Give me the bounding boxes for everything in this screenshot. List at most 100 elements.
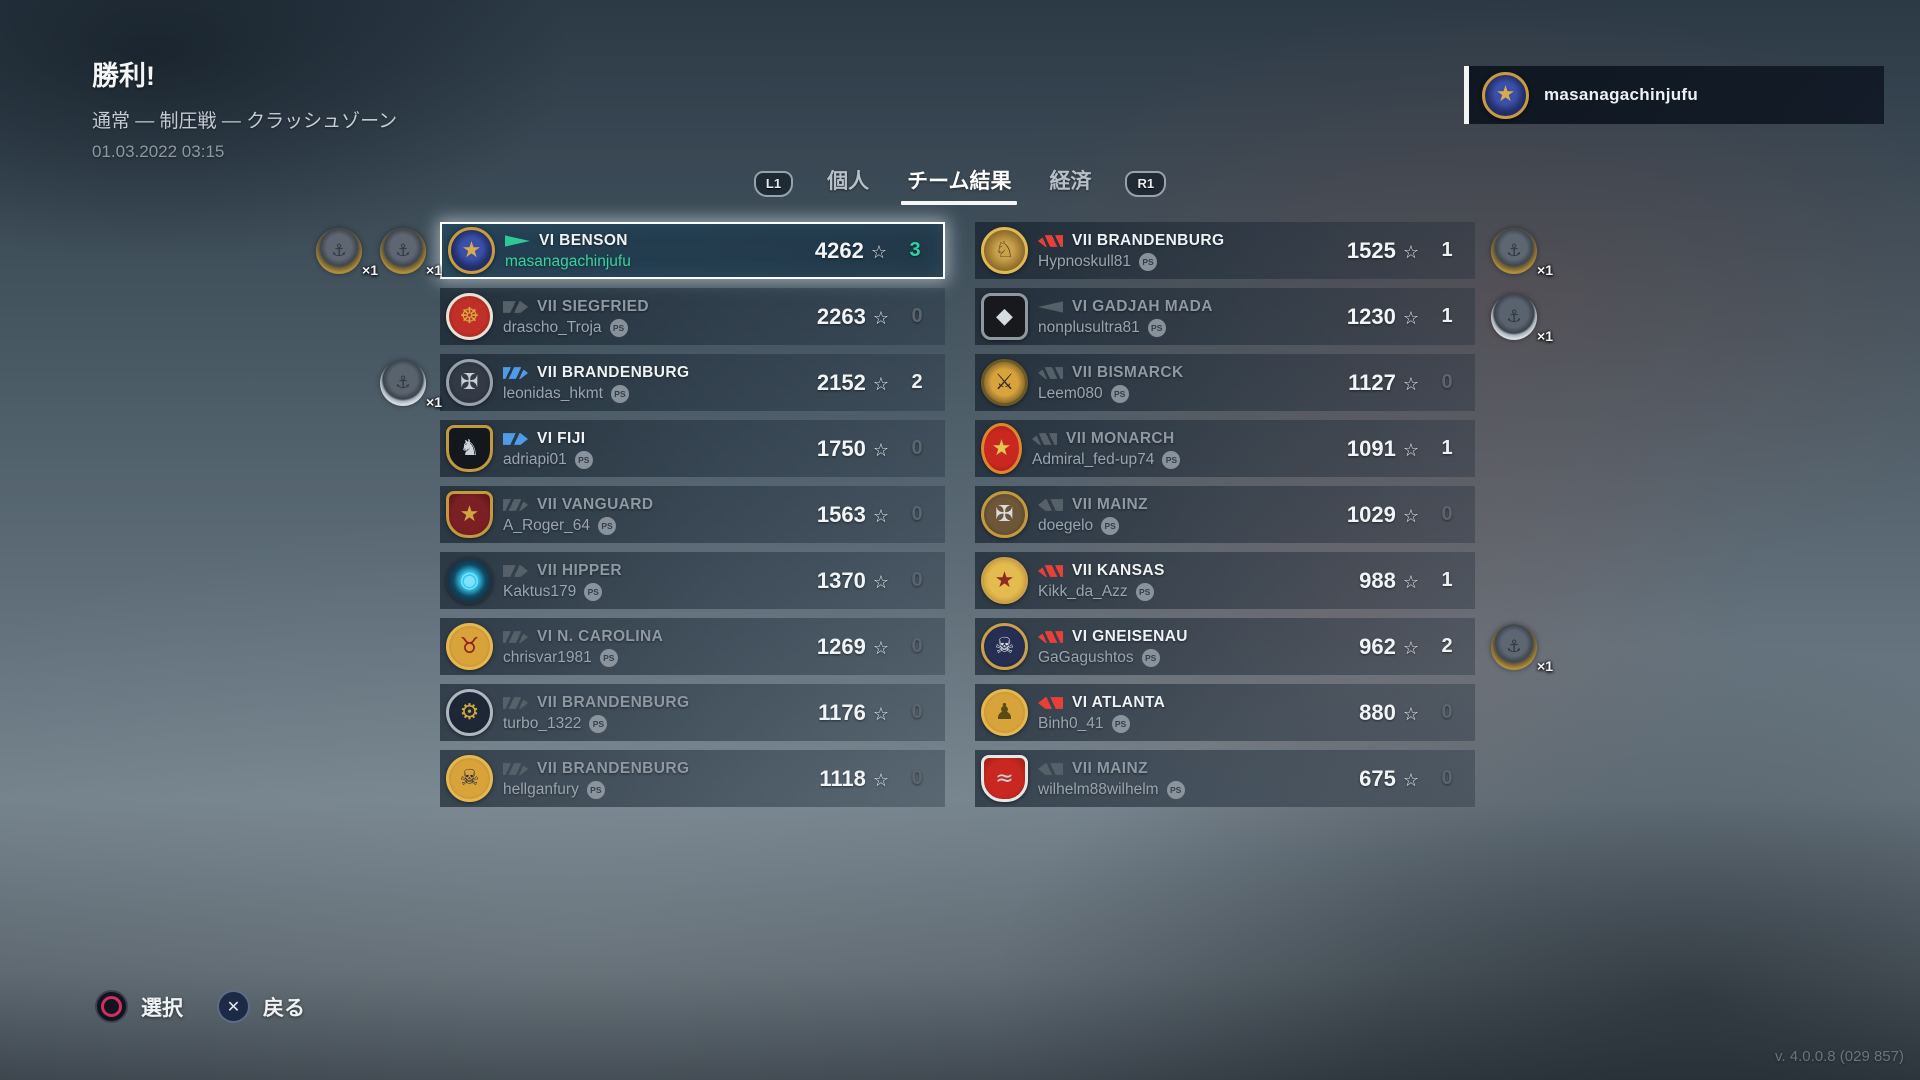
controller-hints: 選択 ✕ 戻る	[95, 990, 305, 1023]
psn-platform-icon: PS	[1147, 319, 1166, 337]
medal-zone	[1475, 354, 1570, 411]
kills-count: 1	[1441, 305, 1453, 327]
player-row[interactable]: ☠ VII BRANDENBURG hellganfury PS 1118 ☆ 0	[440, 750, 945, 807]
ship-name: VII KANSAS	[1072, 562, 1165, 579]
ship-class-icon	[503, 499, 528, 511]
achievement-medal-icon: ×1	[380, 359, 442, 410]
star-icon: ☆	[1402, 241, 1419, 263]
medal-count: ×1	[1537, 327, 1553, 344]
team-row-line: ◉ VII HIPPER Kaktus179 PS 1370 ☆ 0	[290, 552, 945, 609]
ship-class-icon	[505, 235, 530, 247]
star-icon: ☆	[872, 307, 889, 329]
achievement-medal-icon: ×1	[316, 227, 378, 278]
tab-personal[interactable]: 個人	[827, 170, 870, 193]
player-row[interactable]: ♘ VII BRANDENBURG Hypnoskull81 PS 1525 ☆ …	[975, 222, 1475, 279]
player-emblem-icon: ☸	[446, 293, 493, 340]
kills-count: 0	[911, 569, 923, 591]
player-emblem-icon: ◆	[981, 293, 1028, 340]
player-info: VII SIEGFRIED drascho_Troja PS	[503, 296, 771, 337]
player-emblem-icon: ✠	[446, 359, 493, 406]
ship-class-icon	[1038, 498, 1063, 512]
psn-platform-icon: PS	[1101, 517, 1120, 535]
medal-count: ×1	[1537, 657, 1553, 674]
player-row[interactable]: ◆ VI GADJAH MADA nonplusultra81 PS 1230 ☆…	[975, 288, 1475, 345]
team-row-line: ×1 ×1 ★ VI BENSON masanagachinjufu 4262☆ …	[290, 222, 945, 279]
ship-class-icon	[503, 631, 528, 643]
player-name: A_Roger_64	[503, 517, 591, 534]
medal-zone	[290, 684, 440, 741]
ship-name: VII BRANDENBURG	[537, 694, 690, 711]
team-row-line: ♉ VI N. CAROLINA chrisvar1981 PS 1269 ☆ 0	[290, 618, 945, 675]
score-value: 962 ☆	[1359, 633, 1419, 659]
r1-shoulder-button-icon[interactable]: R1	[1125, 171, 1167, 197]
battle-result-header: 勝利! 通常 — 制圧戦 — クラッシュゾーン 01.03.2022 03:15	[92, 54, 397, 162]
player-emblem-icon: ≈	[981, 755, 1028, 802]
battle-mode-text: 通常 — 制圧戦 — クラッシュゾーン	[92, 111, 398, 132]
back-button[interactable]: ✕ 戻る	[217, 990, 305, 1023]
team-row-line: ✠ VII MAINZ doegelo PS 1029 ☆ 0	[975, 486, 1570, 543]
player-emblem-icon: ☠	[981, 623, 1028, 670]
emblem-glyph: ♉	[459, 633, 480, 659]
score-value: 1230 ☆	[1346, 303, 1419, 329]
player-emblem-icon: ♘	[981, 227, 1028, 274]
psn-platform-icon: PS	[1141, 649, 1160, 667]
kills-count: 0	[1441, 767, 1453, 789]
team-row-line: ×1 ✠ VII BRANDENBURG leonidas_hkmt PS 21…	[290, 354, 945, 411]
kills-count: 2	[911, 371, 923, 393]
player-info: VI BENSON masanagachinjufu	[505, 230, 769, 271]
player-name: Kikk_da_Azz	[1038, 583, 1128, 600]
enemy-team-list: ×1 ♘ VII BRANDENBURG Hypnoskull81 PS 152…	[975, 222, 1570, 816]
medal-zone	[1475, 552, 1570, 609]
player-emblem-icon: ★	[448, 227, 495, 274]
star-icon: ☆	[872, 571, 889, 593]
score-value: 2263 ☆	[816, 303, 889, 329]
emblem-glyph: ≈	[995, 765, 1014, 791]
player-row[interactable]: ♟ VI ATLANTA Binh0_41 PS 880 ☆ 0	[975, 684, 1475, 741]
player-row[interactable]: ★ VII MONARCH Admiral_fed-up74 PS 1091 ☆ …	[975, 420, 1475, 477]
player-row[interactable]: ★ VII KANSAS Kikk_da_Azz PS 988 ☆ 1	[975, 552, 1475, 609]
player-info: VI ATLANTA Binh0_41 PS	[1038, 692, 1301, 733]
player-emblem-icon: ◉	[446, 557, 493, 604]
team-row-line: ⚔ VII BISMARCK Leem080 PS 1127 ☆ 0	[975, 354, 1570, 411]
player-row[interactable]: ★ VII VANGUARD A_Roger_64 PS 1563 ☆ 0	[440, 486, 945, 543]
player-info: VII MONARCH Admiral_fed-up74 PS	[1032, 428, 1301, 469]
tab-team-results[interactable]: チーム結果	[901, 163, 1018, 205]
medal-count: ×1	[362, 261, 378, 278]
psn-platform-icon: PS	[1110, 385, 1129, 403]
player-row[interactable]: ◉ VII HIPPER Kaktus179 PS 1370 ☆ 0	[440, 552, 945, 609]
player-row[interactable]: ☸ VII SIEGFRIED drascho_Troja PS 2263 ☆ 0	[440, 288, 945, 345]
kills-count: 0	[911, 701, 923, 723]
player-name: Admiral_fed-up74	[1032, 451, 1155, 468]
psn-platform-icon: PS	[609, 319, 628, 337]
psn-platform-icon: PS	[584, 583, 603, 601]
profile-emblem-icon: ★	[1482, 71, 1529, 119]
result-title: 勝利!	[92, 61, 155, 91]
ship-name: VII MAINZ	[1072, 496, 1148, 513]
ship-class-icon	[503, 697, 528, 709]
player-row[interactable]: ✠ VII MAINZ doegelo PS 1029 ☆ 0	[975, 486, 1475, 543]
star-icon: ☆	[872, 637, 889, 659]
select-button[interactable]: 選択	[95, 990, 183, 1023]
l1-shoulder-button-icon[interactable]: L1	[753, 171, 794, 197]
ship-name: VII MAINZ	[1072, 760, 1148, 777]
psn-platform-icon: PS	[1111, 715, 1130, 733]
emblem-glyph: ✠	[995, 501, 1014, 527]
player-row[interactable]: ☠ VI GNEISENAU GaGagushtos PS 962 ☆ 2	[975, 618, 1475, 675]
battle-timestamp: 01.03.2022 03:15	[92, 142, 225, 161]
kills-count: 0	[1441, 371, 1453, 393]
player-row[interactable]: ⚙ VII BRANDENBURG turbo_1322 PS 1176 ☆ 0	[440, 684, 945, 741]
player-row[interactable]: ≈ VII MAINZ wilhelm88wilhelm PS 675 ☆ 0	[975, 750, 1475, 807]
medal-zone: ×1	[1475, 618, 1570, 675]
psn-platform-icon: PS	[610, 385, 629, 403]
tab-economy[interactable]: 経済	[1049, 170, 1092, 193]
player-row[interactable]: ★ VI BENSON masanagachinjufu 4262 ☆ 3	[440, 222, 945, 279]
player-row[interactable]: ⚔ VII BISMARCK Leem080 PS 1127 ☆ 0	[975, 354, 1475, 411]
player-row[interactable]: ♞ VI FIJI adriapi01 PS 1750 ☆ 0	[440, 420, 945, 477]
kills-count: 0	[911, 305, 923, 327]
player-row[interactable]: ✠ VII BRANDENBURG leonidas_hkmt PS 2152 ☆…	[440, 354, 945, 411]
player-info: VII KANSAS Kikk_da_Azz PS	[1038, 560, 1301, 601]
player-emblem-icon: ★	[981, 557, 1028, 604]
player-emblem-icon: ★	[446, 491, 493, 538]
emblem-glyph: ★	[991, 435, 1012, 461]
player-row[interactable]: ♉ VI N. CAROLINA chrisvar1981 PS 1269 ☆ 0	[440, 618, 945, 675]
